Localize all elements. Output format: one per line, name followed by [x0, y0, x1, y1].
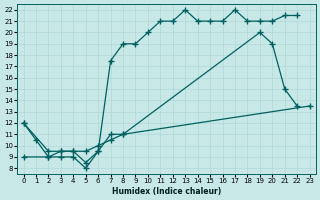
X-axis label: Humidex (Indice chaleur): Humidex (Indice chaleur): [112, 187, 221, 196]
